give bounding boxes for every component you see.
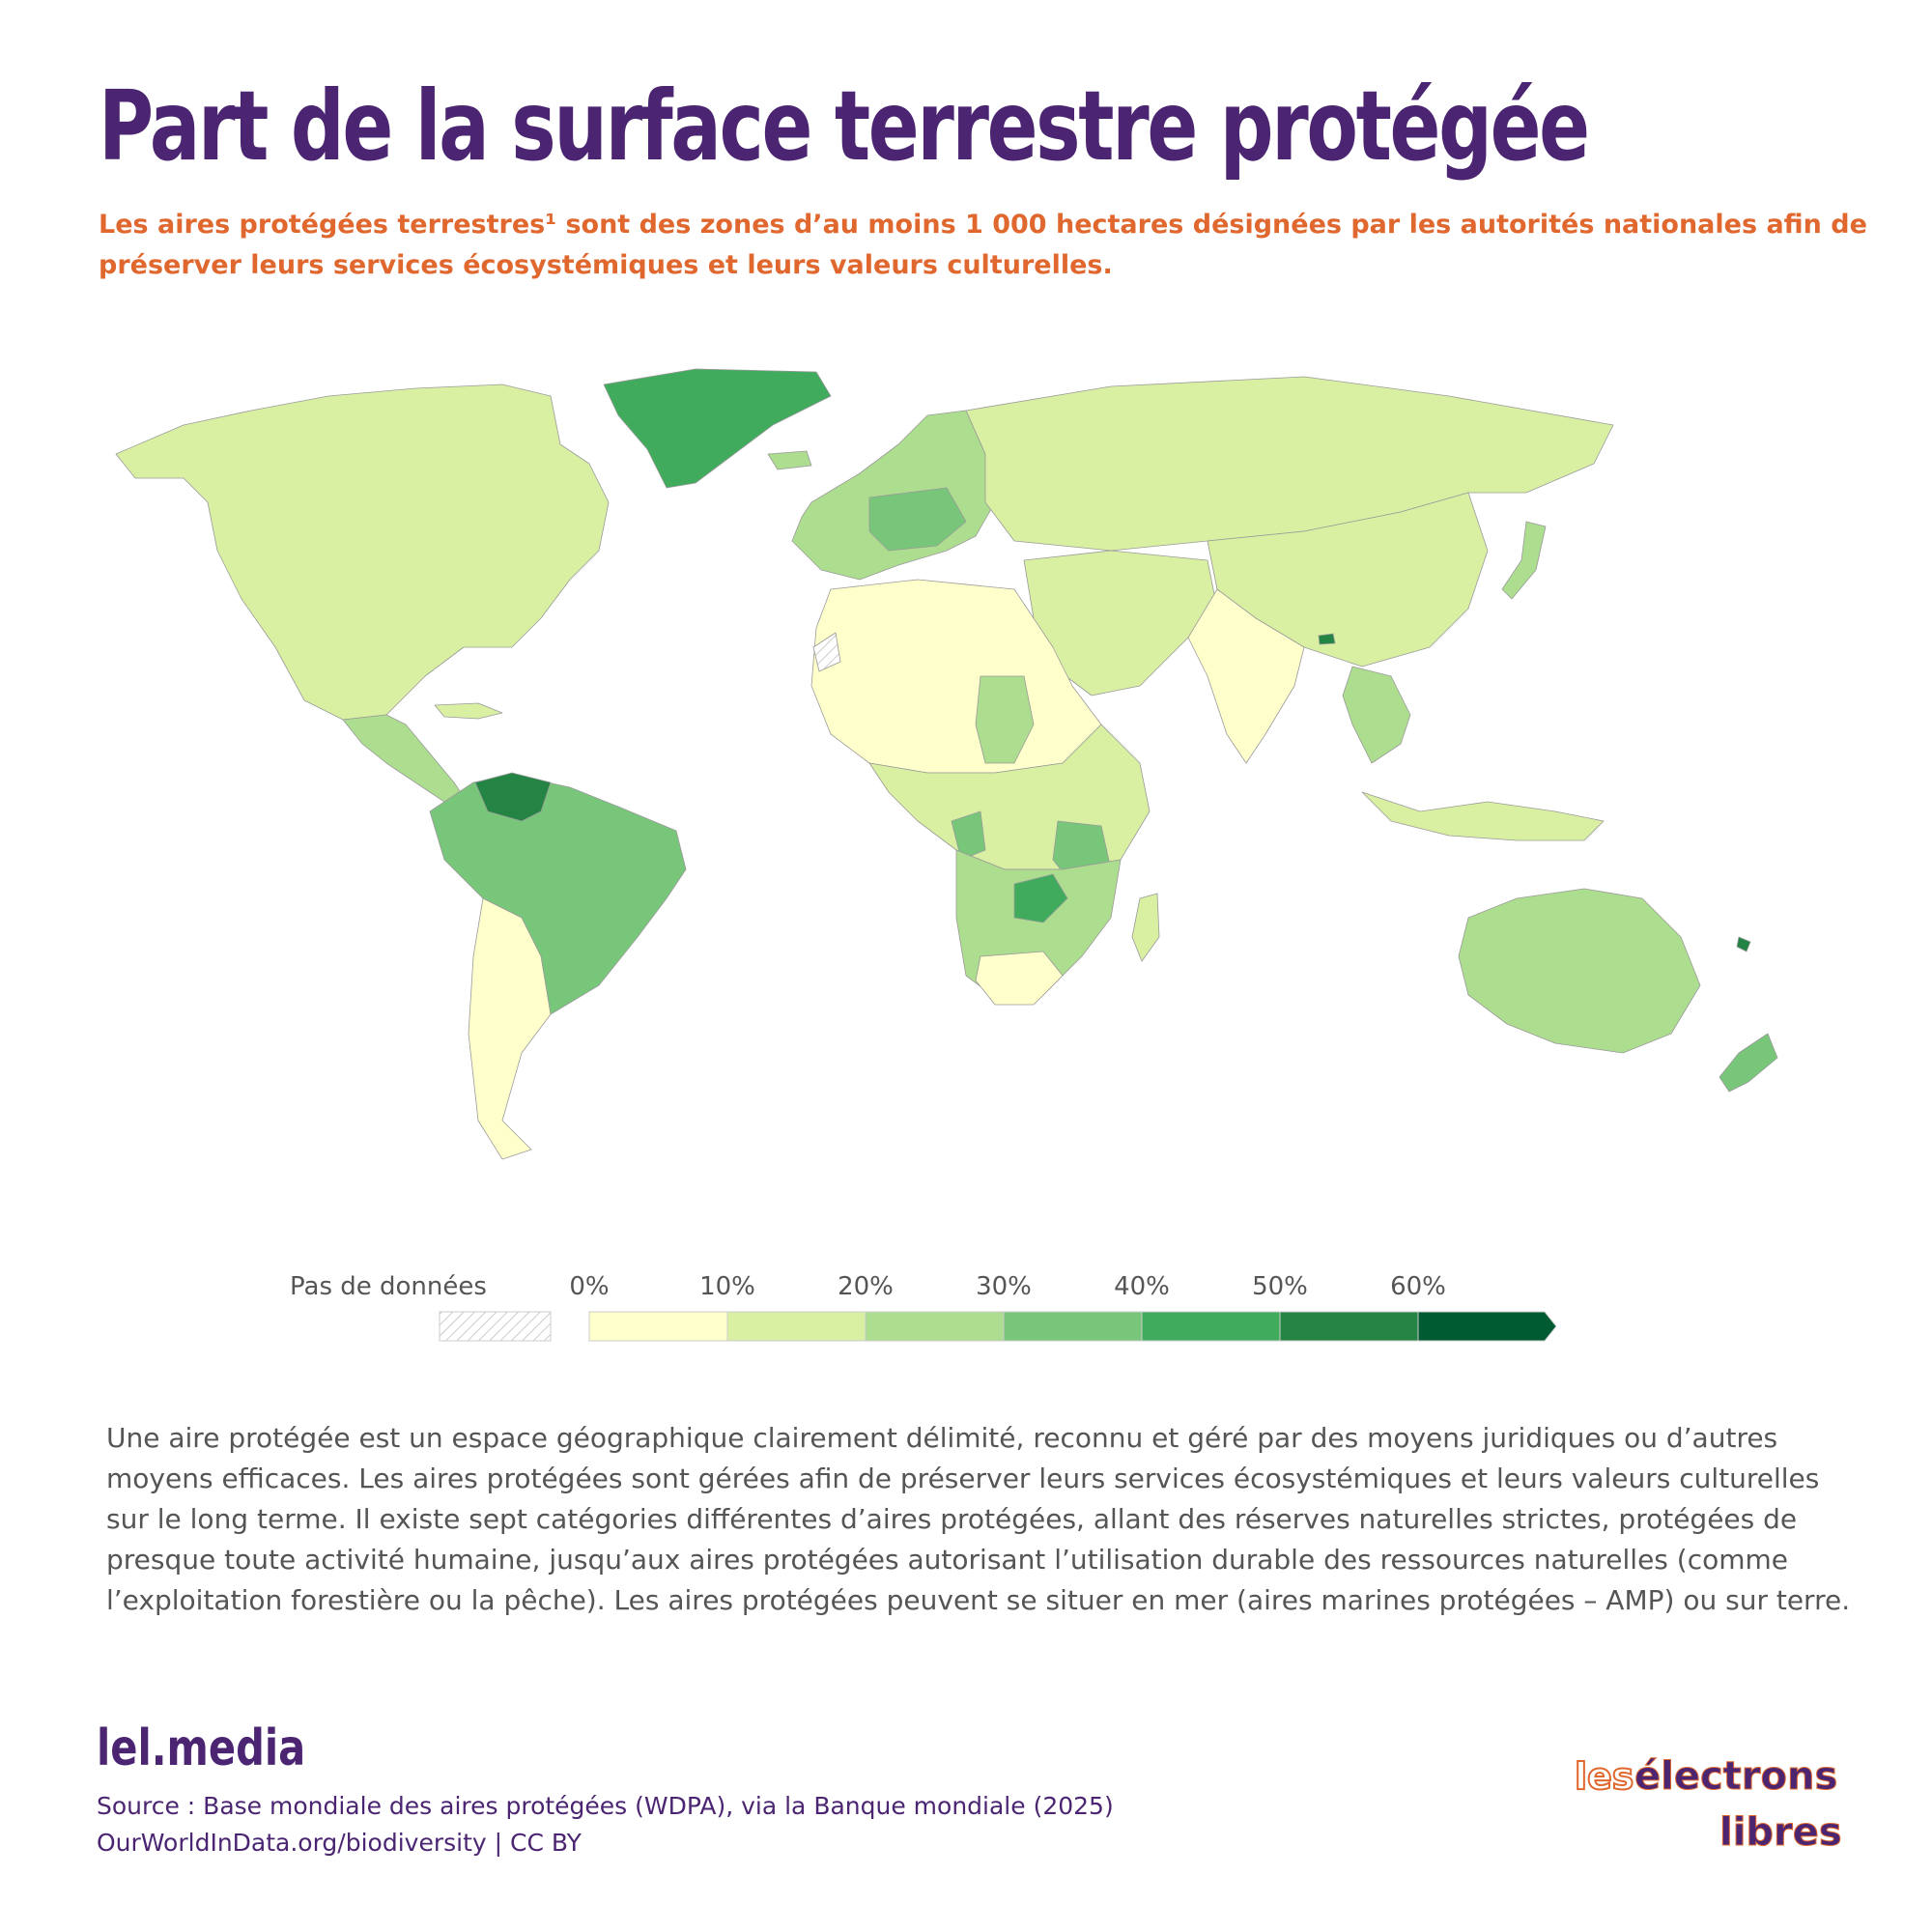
world-map-svg (115, 368, 1778, 1160)
legend-bin-swatch (1279, 1311, 1419, 1342)
credit-text: OurWorldInData.org/biodiversity | CC BY (97, 1829, 582, 1857)
legend-bin-swatch (865, 1311, 1005, 1342)
region-bhutan[interactable] (1318, 633, 1336, 645)
logo-svg: les électrons libres (1575, 1754, 1842, 1856)
region-north-america[interactable] (115, 384, 610, 721)
region-caribbean[interactable] (434, 702, 503, 720)
world-map (97, 357, 1845, 1208)
region-russia[interactable] (965, 376, 1614, 552)
logo-line2: libres (1719, 1810, 1842, 1855)
region-india[interactable] (1187, 588, 1305, 764)
legend-no-data-swatch (439, 1311, 552, 1342)
legend-bin-label: 40% (1114, 1272, 1170, 1301)
legend-no-data-label: Pas de données (290, 1272, 487, 1301)
legend-bin-label: 60% (1390, 1272, 1446, 1301)
region-greenland[interactable] (603, 368, 832, 489)
page-title: Part de la surface terrestre protégée (99, 70, 1590, 183)
brand-text[interactable]: lel.media (97, 1719, 306, 1777)
region-zambia[interactable] (1013, 873, 1068, 923)
legend-bin-label: 0% (569, 1272, 609, 1301)
region-southern-cone[interactable] (468, 897, 552, 1160)
legend-bin-swatch (1003, 1311, 1143, 1342)
legend-svg: Pas de données 0% 10% 20% 30% 40% 50% 60% (290, 1272, 1557, 1342)
region-central-europe[interactable] (868, 487, 967, 552)
region-chad[interactable] (975, 675, 1035, 764)
legend-bin-swatch (588, 1311, 728, 1342)
legend-bin-swatch (1141, 1311, 1281, 1342)
region-southeast-asia[interactable] (1342, 666, 1411, 764)
description-text: Une aire protégée est un espace géograph… (106, 1422, 1851, 1616)
region-new-caledonia[interactable] (1736, 936, 1751, 952)
legend-bin-label: 30% (976, 1272, 1032, 1301)
region-no-data[interactable] (812, 632, 841, 672)
brand-logo: les électrons libres (1575, 1739, 1864, 1864)
legend-bin-swatch (726, 1311, 867, 1342)
region-congo[interactable] (951, 810, 986, 861)
region-madagascar[interactable] (1131, 893, 1160, 962)
logo-main: électrons (1634, 1754, 1837, 1799)
legend-bin-label: 10% (699, 1272, 755, 1301)
map-legend: Pas de données 0% 10% 20% 30% 40% 50% 60% (290, 1256, 1604, 1343)
region-indonesia[interactable] (1361, 791, 1605, 841)
region-japan[interactable] (1501, 521, 1547, 600)
legend-bin-swatch (1417, 1311, 1557, 1342)
subtitle: Les aires protégées terrestres¹ sont des… (99, 210, 1867, 280)
legend-bin-label: 50% (1252, 1272, 1308, 1301)
region-new-zealand[interactable] (1719, 1033, 1778, 1093)
region-south-africa[interactable] (975, 951, 1064, 1006)
logo-prefix: les (1575, 1755, 1634, 1798)
region-iceland[interactable] (767, 450, 812, 470)
region-central-america[interactable] (342, 714, 465, 803)
source-text: Source : Base mondiale des aires protégé… (97, 1792, 1114, 1820)
legend-bin-label: 20% (838, 1272, 894, 1301)
region-south-america[interactable] (429, 774, 687, 1015)
region-australia[interactable] (1458, 888, 1701, 1054)
region-venezuela[interactable] (474, 772, 552, 822)
